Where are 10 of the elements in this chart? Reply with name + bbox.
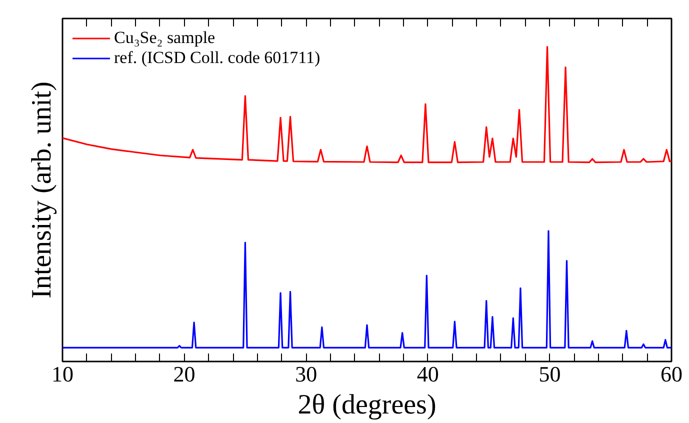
x-tick-label: 20 [173,362,196,386]
x-axis-title: 2θ (degrees) [298,390,436,420]
x-tick-label: 40 [416,362,439,386]
x-tick-label: 30 [295,362,318,386]
legend-label: ref. (ICSD Coll. code 601711) [114,48,320,68]
x-tick-label: 60 [660,362,682,386]
x-tick-label: 50 [538,362,561,386]
legend-label: Cu₃Se₂ sample [114,28,216,48]
x-tick-label: 10 [52,362,74,386]
y-axis-title: Intensity (arb. unit) [26,82,58,298]
